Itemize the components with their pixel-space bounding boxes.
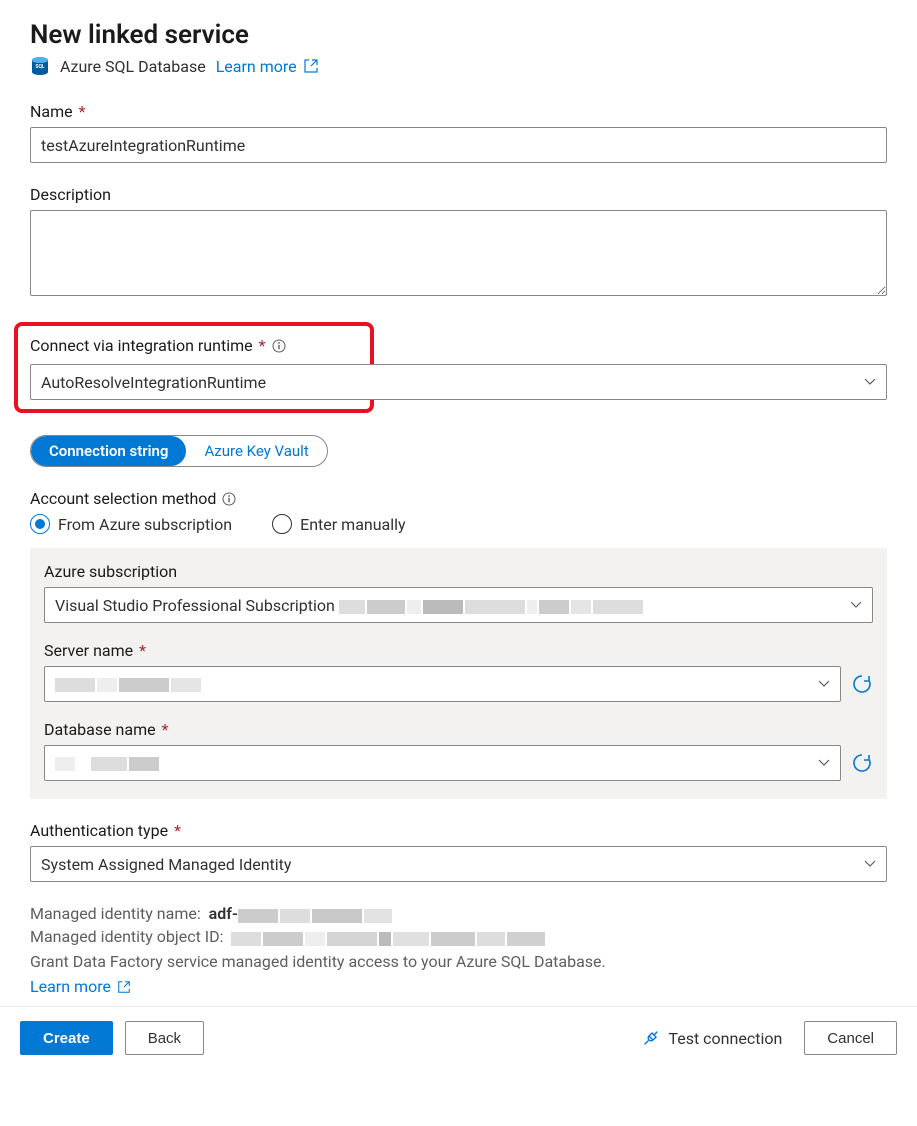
database-name-label: Database name * bbox=[44, 720, 873, 739]
azure-subscription-value: Visual Studio Professional Subscription bbox=[55, 596, 645, 615]
credential-source-tabs: Connection string Azure Key Vault bbox=[30, 435, 328, 467]
auth-type-select[interactable]: System Assigned Managed Identity bbox=[30, 846, 887, 882]
external-link-icon bbox=[303, 58, 319, 74]
learn-more-link[interactable]: Learn more bbox=[216, 57, 319, 76]
integration-runtime-label: Connect via integration runtime * bbox=[30, 336, 358, 355]
database-name-field: Database name * bbox=[44, 720, 873, 781]
database-name-select[interactable] bbox=[44, 745, 841, 781]
server-name-select[interactable] bbox=[44, 666, 841, 702]
refresh-icon[interactable] bbox=[851, 673, 873, 695]
radio-from-subscription[interactable]: From Azure subscription bbox=[30, 514, 232, 534]
description-input[interactable] bbox=[30, 210, 887, 296]
svg-text:SQL: SQL bbox=[35, 64, 45, 70]
description-label: Description bbox=[30, 185, 887, 204]
learn-more-text: Learn more bbox=[216, 57, 297, 76]
managed-identity-name-prefix: adf- bbox=[209, 904, 238, 923]
name-label: Name * bbox=[30, 102, 887, 121]
azure-subscription-label: Azure subscription bbox=[44, 562, 873, 581]
auth-type-value: System Assigned Managed Identity bbox=[41, 855, 291, 874]
chevron-down-icon bbox=[850, 599, 862, 611]
azure-sql-icon: SQL bbox=[30, 56, 50, 76]
subscription-box: Azure subscription Visual Studio Profess… bbox=[30, 548, 887, 799]
subtitle-row: SQL Azure SQL Database Learn more bbox=[30, 56, 887, 76]
required-asterisk: * bbox=[259, 336, 266, 355]
managed-identity-name-row: Managed identity name: adf- bbox=[30, 904, 887, 923]
required-asterisk: * bbox=[139, 641, 146, 660]
account-selection-radios: From Azure subscription Enter manually bbox=[30, 514, 887, 534]
radio-circle-unchecked bbox=[272, 514, 292, 534]
service-type-label: Azure SQL Database bbox=[60, 57, 206, 76]
external-link-icon bbox=[117, 980, 131, 994]
redacted-content bbox=[238, 908, 394, 922]
grant-access-text: Grant Data Factory service managed ident… bbox=[30, 952, 887, 971]
chevron-down-icon bbox=[818, 678, 830, 690]
azure-subscription-field: Azure subscription Visual Studio Profess… bbox=[44, 562, 873, 623]
name-input[interactable] bbox=[30, 127, 887, 163]
refresh-icon[interactable] bbox=[851, 752, 873, 774]
cancel-button[interactable]: Cancel bbox=[804, 1021, 897, 1055]
required-asterisk: * bbox=[79, 102, 86, 121]
azure-subscription-select[interactable]: Visual Studio Professional Subscription bbox=[44, 587, 873, 623]
footer-bar: Create Back Test connection Cancel bbox=[0, 1006, 917, 1069]
redacted-content bbox=[339, 599, 645, 613]
footer-right: Test connection Cancel bbox=[642, 1021, 897, 1055]
auth-type-label: Authentication type * bbox=[30, 821, 887, 840]
test-connection-button[interactable]: Test connection bbox=[642, 1029, 782, 1048]
radio-circle-checked bbox=[30, 514, 50, 534]
required-asterisk: * bbox=[174, 821, 181, 840]
back-button[interactable]: Back bbox=[125, 1021, 204, 1055]
page-title: New linked service bbox=[30, 20, 887, 50]
learn-more-link-2[interactable]: Learn more bbox=[30, 977, 131, 996]
chevron-down-icon bbox=[818, 757, 830, 769]
auth-type-field: Authentication type * System Assigned Ma… bbox=[30, 821, 887, 882]
server-name-label: Server name * bbox=[44, 641, 873, 660]
name-field: Name * bbox=[30, 102, 887, 163]
chevron-down-icon bbox=[864, 376, 876, 388]
info-icon[interactable] bbox=[222, 492, 236, 506]
info-icon[interactable] bbox=[272, 339, 286, 353]
integration-runtime-value: AutoResolveIntegrationRuntime bbox=[41, 373, 266, 392]
required-asterisk: * bbox=[162, 720, 169, 739]
redacted-content bbox=[231, 931, 547, 945]
description-field: Description bbox=[30, 185, 887, 300]
tab-azure-key-vault[interactable]: Azure Key Vault bbox=[186, 436, 326, 466]
redacted-content bbox=[55, 677, 203, 691]
integration-runtime-field: Connect via integration runtime * AutoRe… bbox=[30, 322, 887, 413]
chevron-down-icon bbox=[864, 858, 876, 870]
managed-identity-info: Managed identity name: adf- Managed iden… bbox=[30, 904, 887, 996]
account-selection-label: Account selection method bbox=[30, 489, 887, 508]
integration-runtime-select[interactable]: AutoResolveIntegrationRuntime bbox=[30, 364, 887, 400]
tab-connection-string[interactable]: Connection string bbox=[31, 436, 186, 466]
linked-service-panel: New linked service SQL Azure SQL Databas… bbox=[0, 0, 917, 1006]
plug-icon bbox=[642, 1029, 660, 1047]
footer-left: Create Back bbox=[20, 1021, 204, 1055]
server-name-field: Server name * bbox=[44, 641, 873, 702]
managed-identity-objectid-row: Managed identity object ID: bbox=[30, 927, 887, 946]
account-selection-field: Account selection method From Azure subs… bbox=[30, 489, 887, 799]
radio-enter-manually[interactable]: Enter manually bbox=[272, 514, 405, 534]
create-button[interactable]: Create bbox=[20, 1021, 113, 1055]
redacted-content bbox=[55, 756, 161, 770]
